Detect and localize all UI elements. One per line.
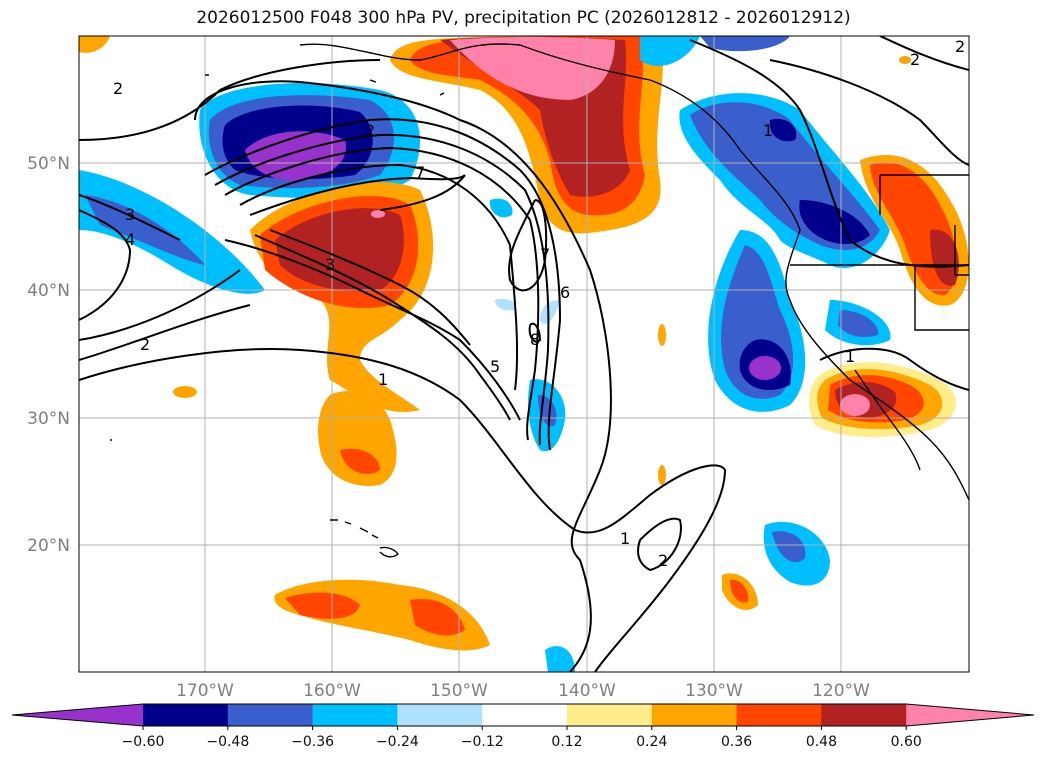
- colorbar-segment: [482, 704, 568, 726]
- pv-contour: [79, 59, 381, 141]
- map-title: 2026012500 F048 300 hPa PV, precipitatio…: [196, 8, 851, 28]
- contour-label: 4: [125, 230, 135, 249]
- pv-contour: [879, 36, 969, 71]
- lon-labels: 170°W 160°W 150°W 140°W 130°W 120°W: [176, 681, 870, 701]
- contour-label: 7: [540, 245, 550, 264]
- pv-contour: [194, 80, 612, 672]
- colorbar-extend-max: [906, 704, 1034, 726]
- colorbar-tick-label: −0.48: [206, 734, 249, 750]
- neg-anomaly-west: [79, 170, 265, 294]
- colorbar-tick-label: −0.36: [291, 734, 334, 750]
- contour-label: 2: [910, 50, 920, 69]
- lat-label: 20°N: [27, 536, 70, 556]
- colorbar-segment: [143, 704, 229, 726]
- contour-label: 2: [658, 551, 668, 570]
- contour-label: 2: [140, 335, 150, 354]
- colorbar-segment: [312, 704, 398, 726]
- colorbar-tick-label: 0.60: [891, 734, 922, 750]
- lon-label: 120°W: [812, 681, 870, 701]
- colorbar-tick-label: −0.60: [122, 734, 165, 750]
- contour-label: 8: [530, 330, 540, 349]
- contour-label: 6: [560, 283, 570, 302]
- contour-label: 5: [490, 357, 500, 376]
- pv-contour: [769, 59, 969, 166]
- borders: [790, 174, 969, 331]
- contour-label: 1: [378, 370, 388, 389]
- pv-contour: [79, 209, 132, 321]
- lat-labels: 50°N 40°N 30°N 20°N: [27, 154, 70, 556]
- pv-contour: [239, 163, 519, 391]
- pv-contour: [79, 304, 251, 361]
- lon-label: 160°W: [303, 681, 361, 701]
- lon-label: 150°W: [430, 681, 488, 701]
- contour-label: 2: [955, 37, 965, 56]
- islands: [110, 74, 445, 441]
- baja-peninsula: [854, 369, 921, 471]
- lon-label: 130°W: [685, 681, 743, 701]
- pv-contour: [79, 348, 727, 672]
- pv-contour: [269, 229, 471, 346]
- pv-contour: [819, 347, 969, 391]
- contour-label: 1: [845, 347, 855, 366]
- contour-label: 3: [125, 205, 135, 224]
- colorbar-tick-label: 0.24: [636, 734, 667, 750]
- pv-contour: [254, 234, 511, 421]
- lat-label: 50°N: [27, 154, 70, 174]
- pv-contour: [79, 269, 241, 341]
- colorbar: −0.60 −0.48 −0.36 −0.24 −0.12 0.12 0.24 0.36 0.4…: [11, 703, 1035, 750]
- pv-contour: [249, 174, 466, 216]
- colorbar-segment: [821, 704, 907, 726]
- contour-label: 2: [365, 121, 375, 140]
- pv-contour: [214, 133, 550, 446]
- contour-label: 1: [763, 121, 773, 140]
- colorbar-segment: [736, 704, 822, 726]
- pv-contour: [79, 194, 181, 241]
- lat-label: 40°N: [27, 281, 70, 301]
- contour-label: 1: [620, 529, 630, 548]
- colorbar-tick-label: −0.12: [461, 734, 504, 750]
- pv-contours: [79, 36, 969, 672]
- colorbar-tick-label: 0.48: [806, 734, 837, 750]
- contour-label: 3: [325, 255, 335, 274]
- contour-label: 2: [113, 79, 123, 98]
- colorbar-tick-label: 0.12: [551, 734, 582, 750]
- pv-contour: [528, 322, 542, 343]
- colorbar-tick-label: −0.24: [376, 734, 419, 750]
- pv-contour: [224, 239, 521, 421]
- colorbar-extend-min: [12, 704, 143, 726]
- lat-label: 30°N: [27, 409, 70, 429]
- colorbar-segment: [651, 704, 738, 726]
- contour-labels: 2 2 2 2 3 3 4 7 7 6 8 5 1 1 1 1 2 2: [113, 37, 965, 570]
- colorbar-segment: [397, 704, 483, 726]
- colorbar-tick-label: 0.36: [721, 734, 752, 750]
- colorbar-segment: [227, 704, 314, 726]
- pv-contour: [224, 146, 540, 441]
- hawaii: [330, 519, 399, 558]
- map-frame: [78, 35, 970, 673]
- contour-label: 7: [415, 163, 425, 182]
- lon-label: 140°W: [558, 681, 616, 701]
- lon-label: 170°W: [176, 681, 234, 701]
- coast-north-america: [299, 43, 969, 501]
- pv-contour: [508, 199, 548, 292]
- colorbar-segment: [567, 704, 653, 726]
- pv-contour: [204, 118, 562, 451]
- pv-contour: [637, 517, 682, 572]
- coastlines: [110, 43, 969, 558]
- pv-contour: [689, 39, 969, 268]
